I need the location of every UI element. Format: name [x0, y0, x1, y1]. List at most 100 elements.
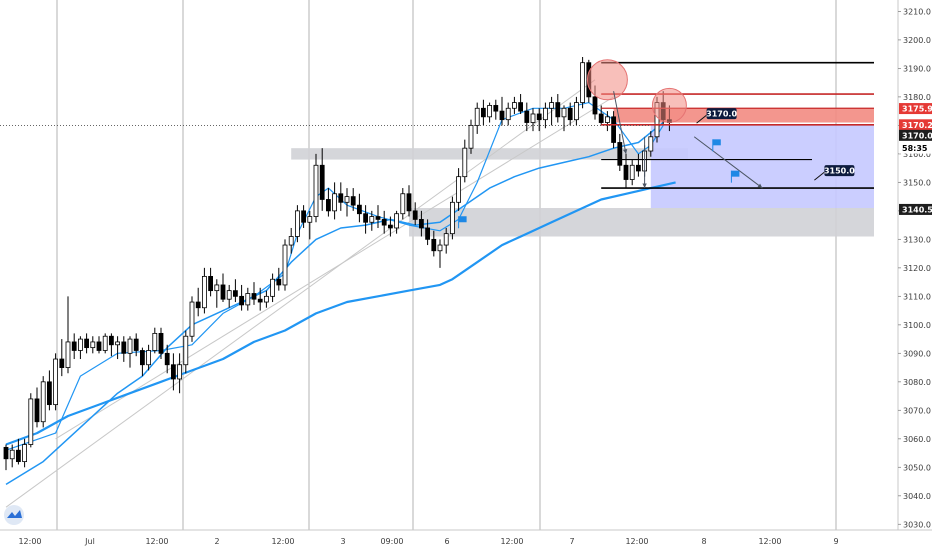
candle: [276, 267, 282, 291]
candle-body: [605, 116, 610, 123]
candle: [567, 102, 573, 126]
candle: [232, 279, 238, 303]
candle: [319, 148, 325, 211]
candle: [133, 333, 139, 357]
candle-body: [567, 107, 573, 121]
candle-body: [170, 364, 176, 380]
candle-body: [301, 210, 307, 223]
candle-body: [648, 136, 654, 152]
candle-body: [400, 193, 406, 215]
candle: [499, 96, 505, 126]
candle: [84, 333, 89, 354]
price-tick-label: 3210.0: [903, 7, 931, 16]
candle-body: [406, 193, 412, 212]
candle-body: [251, 293, 257, 300]
candle: [288, 227, 294, 254]
candle: [412, 202, 418, 226]
price-tag-box: [824, 165, 855, 177]
price-tag-label: 3150.0: [824, 167, 855, 176]
candle: [480, 99, 486, 126]
badge-bg: [899, 119, 932, 131]
candle: [617, 133, 623, 171]
candle: [59, 339, 65, 377]
badge-bg: [899, 203, 932, 215]
candle-body: [493, 105, 499, 112]
candle: [375, 205, 381, 228]
candle: [71, 333, 77, 360]
candle: [549, 96, 554, 126]
candle: [543, 102, 548, 129]
candle-body: [139, 350, 145, 366]
candle: [524, 102, 530, 132]
candle-body: [319, 164, 325, 200]
candle: [121, 336, 127, 362]
candle-body: [356, 204, 362, 215]
candle: [611, 111, 616, 149]
candle: [574, 96, 579, 126]
candle: [462, 139, 468, 183]
candle-body: [239, 295, 245, 306]
candle-body: [536, 113, 542, 121]
candle-body: [270, 278, 276, 297]
candle: [530, 108, 536, 132]
candle-body: [512, 102, 517, 109]
price-tick-label: 3190.0: [903, 64, 931, 73]
flag-cloth: [712, 139, 721, 146]
flag-cloth: [458, 216, 467, 223]
candle-body: [146, 350, 152, 366]
candle-body: [15, 449, 21, 463]
arrow-head: [622, 149, 628, 154]
candle: [251, 282, 257, 305]
candle: [338, 182, 344, 211]
candle: [437, 239, 443, 268]
candle: [146, 344, 152, 371]
candle: [536, 108, 542, 132]
candle: [443, 227, 449, 254]
candle: [257, 287, 263, 311]
candle-body: [294, 210, 300, 237]
candle-body: [127, 338, 133, 354]
time-axis[interactable]: 12:00 Jul 12:00 2 12:00 3 09:00 6 12:00 7 12:00 8 12…: [0, 529, 932, 550]
candle-body: [78, 338, 83, 351]
candle-body: [480, 107, 486, 118]
time-tick-label: 6: [444, 537, 449, 546]
candle-body: [276, 278, 282, 286]
candles-layer: [3, 56, 672, 471]
arrow-head: [757, 183, 763, 189]
candle: [505, 102, 511, 126]
candle-body: [350, 196, 356, 206]
candle-body: [431, 238, 437, 252]
tradingview-logo-icon[interactable]: [4, 505, 24, 525]
price-tick-label: 3050.0: [903, 463, 931, 472]
candle-body: [313, 164, 319, 217]
candle-body: [53, 358, 58, 406]
price-tick-label: 3150.0: [903, 178, 931, 187]
candle-body: [232, 290, 238, 297]
candle: [220, 273, 226, 303]
time-tick-label: 12:00: [758, 537, 781, 546]
candle-body: [325, 199, 331, 212]
time-tick-label: Jul: [84, 537, 95, 546]
price-tag-pointer: [696, 114, 707, 124]
candle: [605, 111, 610, 132]
candle: [90, 336, 96, 354]
price-axis-bg: [898, 0, 932, 550]
candle: [369, 210, 375, 231]
candle-body: [84, 338, 89, 349]
candle: [580, 56, 585, 109]
candle-body: [152, 332, 158, 351]
time-tick-label: 12:00: [625, 537, 648, 546]
candle: [487, 102, 493, 123]
price-axis[interactable]: 3030.0 3040.0 3050.0 3060.0 3070.0 3080.0 3090…: [897, 0, 932, 550]
candle-body: [133, 338, 139, 351]
grid-lines: [56, 0, 837, 530]
candle: [183, 330, 189, 374]
candle: [356, 193, 362, 223]
candle: [53, 353, 58, 411]
price-tick-label: 3040.0: [903, 492, 931, 501]
candle: [109, 333, 114, 357]
candle: [387, 216, 393, 237]
badge-label: 58:35: [902, 144, 928, 153]
